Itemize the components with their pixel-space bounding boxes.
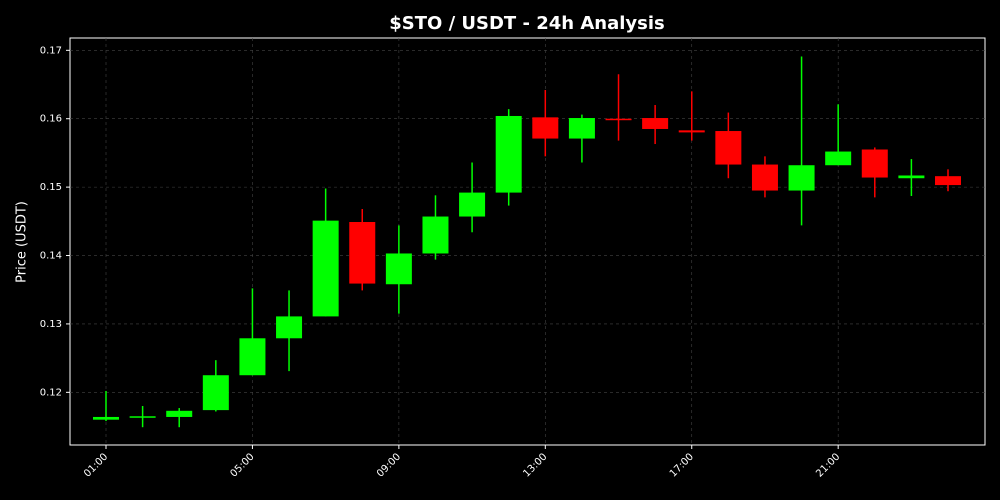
candle-body xyxy=(495,115,522,193)
candle-body xyxy=(788,165,815,191)
candle-body xyxy=(605,118,632,121)
candle-body xyxy=(129,416,156,418)
chart-title: $STO / USDT - 24h Analysis xyxy=(389,13,665,34)
candle-body xyxy=(459,192,486,217)
y-tick-label: 0.15 xyxy=(40,182,62,193)
y-axis-label: Price (USDT) xyxy=(15,201,30,283)
candle-body xyxy=(312,220,339,317)
candle-body xyxy=(751,164,778,191)
candle-body xyxy=(93,416,119,420)
candle-body xyxy=(422,216,449,254)
candle-body xyxy=(642,118,669,129)
candle-body xyxy=(898,175,925,179)
candle-body xyxy=(935,176,961,186)
y-tick-label: 0.12 xyxy=(40,387,62,398)
y-tick-label: 0.13 xyxy=(40,319,62,330)
candle-body xyxy=(202,375,229,411)
candle-body xyxy=(532,117,559,139)
candle-body xyxy=(349,222,376,284)
candle-body xyxy=(568,118,595,139)
candle-body xyxy=(715,131,742,165)
candle-body xyxy=(825,151,852,166)
candle-body xyxy=(166,410,193,417)
candle-body xyxy=(239,338,266,376)
candle-body xyxy=(678,130,705,133)
y-tick-label: 0.17 xyxy=(40,45,62,56)
y-tick-label: 0.16 xyxy=(40,114,62,125)
y-tick-label: 0.14 xyxy=(40,251,62,262)
plot-frame xyxy=(69,37,986,446)
candle-body xyxy=(861,149,888,178)
candle-body xyxy=(385,253,412,285)
candle-body xyxy=(276,316,303,339)
